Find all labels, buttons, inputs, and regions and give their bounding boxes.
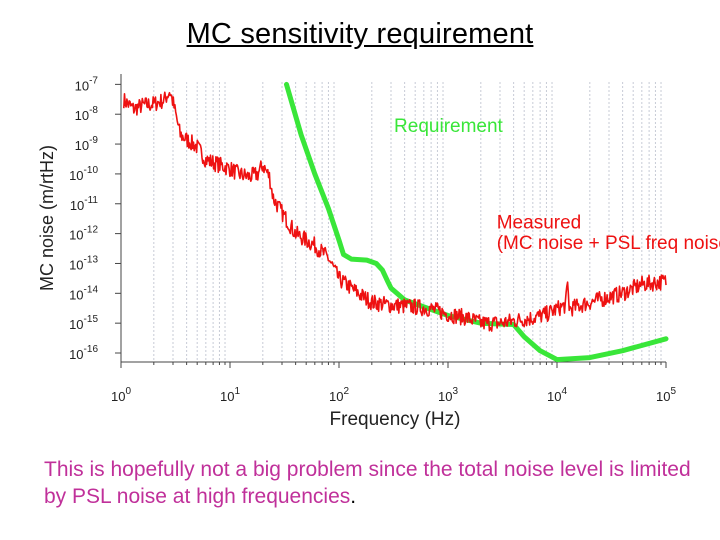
page-title: MC sensitivity requirement (186, 18, 534, 50)
caption-text: This is hopefully not a big problem sinc… (44, 458, 691, 508)
x-tick-label: 100 (111, 386, 131, 404)
y-tick-label: 10-16 (69, 344, 98, 362)
x-tick-label: 102 (329, 386, 349, 404)
chart-series (123, 81, 669, 363)
x-tick-label: 104 (547, 386, 567, 404)
y-tick-label: 10-14 (69, 284, 98, 302)
chart-annotations: Requirement Measured(MC noise + PSL freq … (394, 116, 720, 254)
measured-line (123, 91, 667, 332)
annotation-label: Measured (497, 212, 582, 233)
y-tick-label: 10-10 (69, 165, 98, 183)
y-tick-label: 10-7 (75, 75, 99, 93)
caption: This is hopefully not a big problem sinc… (44, 456, 694, 510)
x-tick-label: 101 (220, 386, 240, 404)
y-tick-label: 10-13 (69, 254, 98, 272)
x-tick-label: 105 (656, 386, 676, 404)
x-tick-label: 103 (438, 386, 458, 404)
y-tick-label: 10-12 (69, 225, 98, 243)
requirement-line (284, 81, 669, 363)
y-tick-label: 10-8 (75, 105, 99, 123)
y-tick-label: 10-9 (75, 135, 99, 153)
y-tick-label: 10-15 (69, 314, 98, 332)
y-axis-label: MC noise (m/rtHz) (37, 145, 57, 291)
x-axis-label: Frequency (Hz) (330, 409, 461, 430)
annotation-label: (MC noise + PSL freq noise) (497, 233, 720, 254)
y-tick-label: 10-11 (70, 195, 99, 213)
caption-period: . (350, 485, 357, 508)
annotation-label: Requirement (394, 116, 503, 137)
